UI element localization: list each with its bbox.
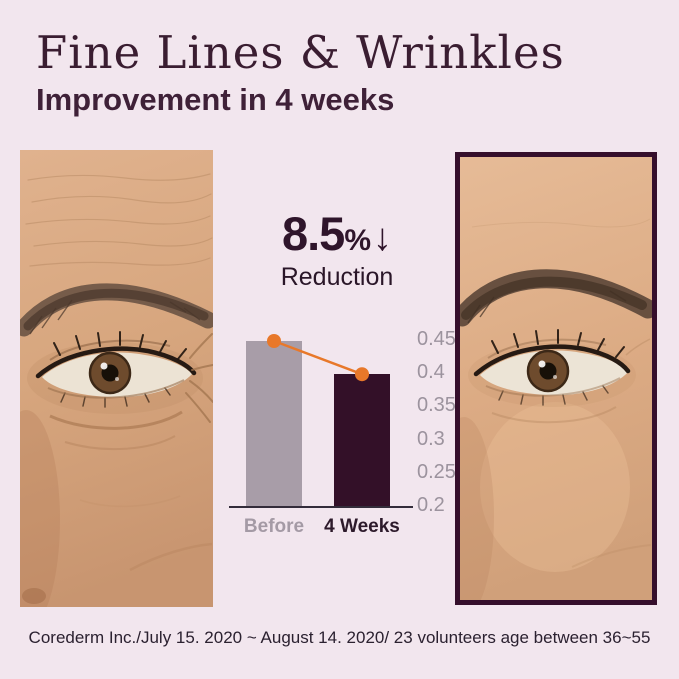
stat-line: 8.5%↓	[236, 206, 438, 261]
category-label-before: Before	[243, 516, 305, 537]
study-footnote: Corederm Inc./July 15. 2020 ~ August 14.…	[28, 628, 651, 647]
y-tick-label: 0.4	[417, 361, 445, 384]
page-subtitle: Improvement in 4 weeks	[36, 82, 395, 117]
before-face-illustration	[20, 150, 213, 607]
after-face-illustration	[460, 157, 652, 600]
before-photo	[20, 150, 213, 607]
y-tick-label: 0.2	[417, 494, 445, 516]
bar-4-weeks	[334, 374, 390, 507]
y-tick-label: 0.35	[417, 394, 456, 417]
page-title: Fine Lines & Wrinkles	[36, 26, 565, 79]
down-arrow-icon: ↓	[373, 217, 393, 259]
reduction-stat: 8.5%↓ Reduction	[236, 206, 438, 292]
stat-label: Reduction	[280, 263, 394, 291]
percent-sign: %	[344, 224, 372, 257]
stat-value: 8.5	[281, 207, 345, 260]
y-tick-label: 0.3	[417, 427, 445, 450]
category-label-4-weeks: 4 Weeks	[324, 516, 400, 537]
x-axis-line	[229, 506, 413, 508]
y-tick-label: 0.45	[417, 328, 456, 350]
bar-before	[246, 341, 302, 507]
y-tick-label: 0.25	[417, 460, 456, 483]
after-photo	[455, 152, 657, 605]
